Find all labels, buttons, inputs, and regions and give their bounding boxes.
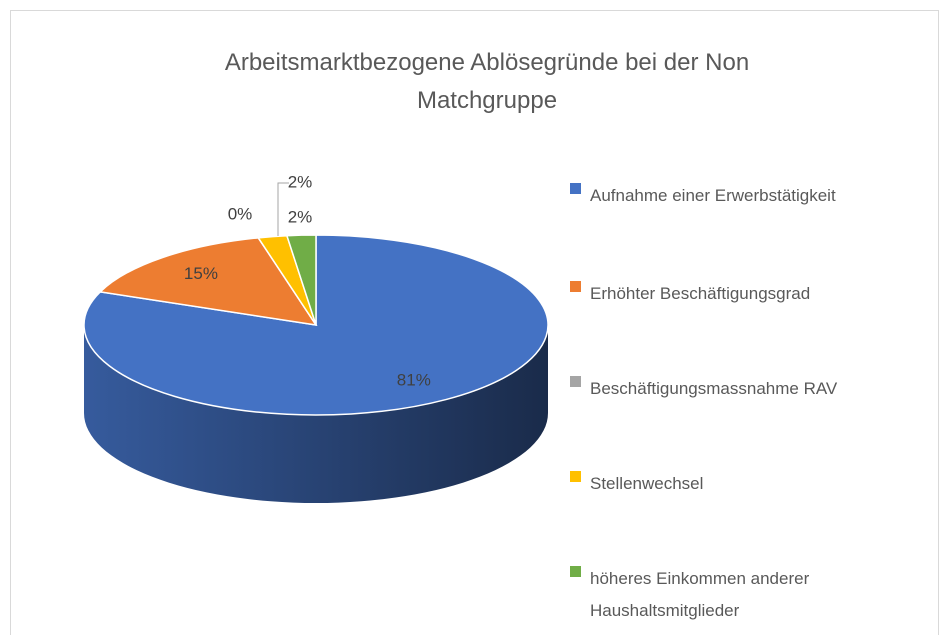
data-label: 0% <box>228 204 253 223</box>
data-label: 2% <box>288 207 313 226</box>
chart-frame <box>10 10 939 635</box>
legend-label: Stellenwechsel <box>590 474 704 493</box>
data-label: 15% <box>184 264 218 283</box>
legend-item: höheres Einkommen anderer Haushaltsmitgl… <box>570 563 890 627</box>
legend-swatch <box>570 376 581 387</box>
leader-line <box>277 182 289 236</box>
legend-swatch <box>570 566 581 577</box>
legend-item: Aufnahme einer Erwerbstätigkeit <box>570 180 890 212</box>
legend-item: Beschäftigungsmassnahme RAV <box>570 373 890 405</box>
data-label: 81% <box>397 370 431 389</box>
legend-label: Erhöhter Beschäftigungsgrad <box>590 284 811 303</box>
legend-item: Stellenwechsel <box>570 468 890 500</box>
data-label: 2% <box>288 172 313 191</box>
legend-swatch <box>570 281 581 292</box>
legend-item: Erhöhter Beschäftigungsgrad <box>570 278 890 310</box>
slice-side <box>84 325 548 503</box>
legend-label: höheres Einkommen anderer Haushaltsmitgl… <box>590 569 810 620</box>
legend-swatch <box>570 183 581 194</box>
legend-label: Beschäftigungsmassnahme RAV <box>590 379 838 398</box>
legend-swatch <box>570 471 581 482</box>
chart-title: Arbeitsmarktbezogene Ablösegründe bei de… <box>224 49 750 114</box>
slice <box>285 234 317 326</box>
legend-label: Aufnahme einer Erwerbstätigkeit <box>590 186 836 205</box>
slice <box>98 237 318 326</box>
